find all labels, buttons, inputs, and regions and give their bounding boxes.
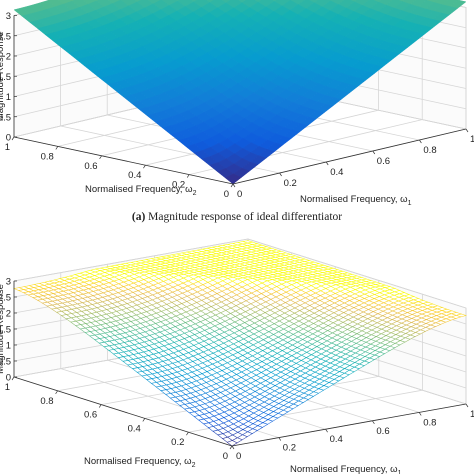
plot-a-x-tick-label: 0.6 xyxy=(377,156,390,167)
plot-a-y-axis xyxy=(13,136,234,185)
plot-b-axes: 00.20.40.60.8100.20.40.60.8100.511.522.5… xyxy=(0,277,474,474)
surface-plot-b: 00.20.40.60.8100.20.40.60.8100.511.522.5… xyxy=(0,238,474,474)
plot-a-y-tick xyxy=(186,174,190,178)
plot-a-surface-cell xyxy=(349,0,358,3)
plot-a-y-tick-label: 0.2 xyxy=(172,180,185,191)
surface-plot-a: 00.20.40.60.8100.20.40.60.8100.511.522.5… xyxy=(0,0,474,207)
plot-a-x-axis xyxy=(232,128,467,185)
plot-b-y-axis-label: Normalised Frequency, ω2 xyxy=(84,456,196,469)
plot-a-x-tick xyxy=(465,128,469,133)
plot-b-z-tick-label: 1 xyxy=(6,341,11,352)
plot-b-z-tick-label: 0 xyxy=(6,373,11,384)
plot-b-z-tick-label: 1.5 xyxy=(0,325,11,336)
plot-b-y-tick-label: 0.6 xyxy=(84,410,97,421)
plot-b-x-axis xyxy=(231,403,467,447)
plot-b-y-tick xyxy=(11,376,15,381)
plot-b-y-tick-label: 0 xyxy=(223,451,228,462)
plot-b-x-tick xyxy=(231,445,235,450)
plot-a-z-tick-label: 1.5 xyxy=(0,72,11,83)
plot-a-y-tick-label: 0.6 xyxy=(84,161,97,172)
plot-b-z-tick-label: 2 xyxy=(6,309,11,320)
caption-text: Magnitude response of ideal differentiat… xyxy=(148,211,343,223)
plot-a-y-tick-label: 0.8 xyxy=(41,151,54,162)
plot-a-x-tick-label: 0 xyxy=(237,189,242,200)
plot-a-x-tick xyxy=(325,161,329,166)
plot-a-y-axis-label: Normalised Frequency, ω2 xyxy=(85,184,197,197)
plot-b-x-tick xyxy=(465,403,469,408)
plot-b-y-tick-label: 1 xyxy=(5,382,10,393)
plot-a-x-tick xyxy=(279,172,282,177)
plot-a-y-tick xyxy=(99,155,102,159)
plot-a-z-tick-label: 0 xyxy=(6,133,11,144)
plot-b-x-axis-label: Normalised Frequency, ω1 xyxy=(290,464,402,474)
plot-a-y-tick xyxy=(55,146,59,150)
plot-b-x-tick-label: 0.8 xyxy=(423,417,436,428)
plot-a-surface-cell xyxy=(133,0,142,3)
plot-b-x-tick-label: 0.6 xyxy=(376,426,389,437)
plot-b-x-tick xyxy=(278,437,282,441)
plot-a-x-tick-label: 0.8 xyxy=(423,145,436,156)
plot-a-x-axis-label: Normalised Frequency, ω1 xyxy=(300,194,412,207)
plot-a-z-tick-label: 2 xyxy=(6,52,11,63)
plot-a-surface-cell xyxy=(190,0,198,3)
plot-b-surface-cell xyxy=(226,440,238,447)
plot-a-x-tick-label: 1 xyxy=(470,134,474,145)
plot-b-x-tick xyxy=(418,412,422,416)
plot-a-x-tick-label: 0.2 xyxy=(284,178,297,189)
plot-b-x-tick-label: 1 xyxy=(470,409,474,420)
plot-a-z-tick-label: 0.5 xyxy=(0,112,11,123)
plot-a-y-tick xyxy=(143,165,146,169)
plot-a-y-tick-label: 1 xyxy=(5,142,10,153)
plot-b-x-tick-label: 0.2 xyxy=(283,443,296,454)
plot-b-x-tick-label: 0.4 xyxy=(330,434,343,445)
plot-b-y-tick xyxy=(229,445,233,450)
plot-b-x-tick xyxy=(372,420,375,424)
plot-b-z-tick-label: 3 xyxy=(6,277,11,288)
plot-b-x-tick-label: 0 xyxy=(236,451,241,462)
plot-b-x-tick xyxy=(325,429,328,433)
plot-a-x-tick xyxy=(372,150,376,155)
plot-b-y-tick-label: 0.4 xyxy=(128,423,141,434)
plot-b-y-axis xyxy=(13,376,233,447)
plot-a-surface-cell xyxy=(205,0,215,3)
plot-a-y-tick-label: 0 xyxy=(224,189,229,200)
plot-b-z-axis-label: Magnitude Response xyxy=(0,284,6,374)
chart-panel-a: 0 0.2 0.4 0.6 0.8 1 0 0.2 0.4 0.6 0.8 1 0 0.5 1 1.5 2 2.5… xyxy=(0,0,474,208)
plot-b-z-tick-label: 0.5 xyxy=(0,357,11,368)
plot-a-surface-cell xyxy=(271,0,277,2)
plot-b-surface xyxy=(13,240,467,447)
plot-a-axes: 00.20.40.60.8100.20.40.60.8100.511.522.5… xyxy=(0,11,474,207)
plot-a-z-tick-label: 3 xyxy=(6,11,11,22)
plot-b-y-tick xyxy=(98,404,102,408)
plot-a-x-tick xyxy=(232,183,236,188)
plot-a-x-tick xyxy=(419,139,422,144)
plot-a-z-axis-label: Magnitude Response xyxy=(0,31,6,121)
figure-caption: (a) Magnitude response of ideal differen… xyxy=(0,211,474,223)
plot-b-z-tick-label: 2.5 xyxy=(0,293,11,304)
plot-b-y-tick xyxy=(186,432,189,436)
plot-a-y-tick xyxy=(11,136,15,141)
plot-a-surface-cell xyxy=(253,0,263,3)
plot-a-y-tick-label: 0.4 xyxy=(128,170,141,181)
plot-a-z-tick-label: 1 xyxy=(6,92,11,103)
plot-a-surface-cell xyxy=(220,0,232,4)
plot-b-y-tick xyxy=(55,390,58,394)
plot-a-y-tick xyxy=(230,183,234,188)
plot-a-surface-cell xyxy=(224,173,242,185)
plot-a-surface-cell xyxy=(237,0,247,4)
plot-a-z-tick-label: 2.5 xyxy=(0,31,11,42)
plot-a-surface xyxy=(13,0,467,185)
chart-panel-b: 0 0.2 0.4 0.6 0.8 1 0 0.2 0.4 0.6 0.8 1 0 0.5 1 1.5 2 2.5… xyxy=(0,238,474,474)
plot-a-x-tick-label: 0.4 xyxy=(330,167,343,178)
plot-b-y-tick-label: 0.2 xyxy=(171,437,184,448)
plot-b-y-tick xyxy=(142,418,146,422)
caption-letter: (a) xyxy=(131,211,146,223)
plot-b-y-tick-label: 0.8 xyxy=(40,396,53,407)
